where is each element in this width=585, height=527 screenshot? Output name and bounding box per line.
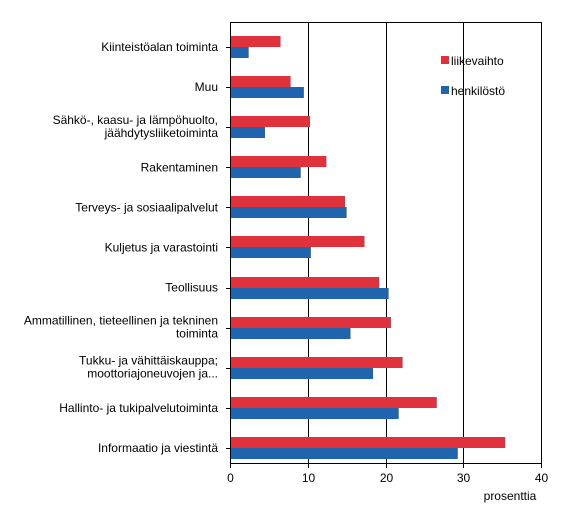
bar-liikevaihto <box>231 397 437 408</box>
bar-liikevaihto <box>231 277 380 288</box>
legend-swatch <box>441 56 449 64</box>
bar-henkilöstö <box>231 448 458 459</box>
bar-henkilöstö <box>231 87 304 98</box>
category-label: Informaatio ja viestintä <box>98 441 218 455</box>
bar-henkilöstö <box>231 247 311 258</box>
bar-liikevaihto <box>231 437 506 448</box>
bar-liikevaihto <box>231 196 346 207</box>
x-tick-label: 20 <box>380 471 394 485</box>
category-label: Muu <box>195 80 218 94</box>
category-label: Hallinto- ja tukipalvelutoiminta <box>59 401 218 415</box>
bar-henkilöstö <box>231 127 265 138</box>
bar-liikevaihto <box>231 317 391 328</box>
bar-liikevaihto <box>231 116 311 127</box>
bar-liikevaihto <box>231 357 403 368</box>
bar-henkilöstö <box>231 167 301 178</box>
bar-henkilöstö <box>231 328 351 339</box>
x-tick-label: 40 <box>535 471 549 485</box>
category-label: Kuljetus ja varastointi <box>105 240 218 254</box>
bar-henkilöstö <box>231 47 249 58</box>
x-tick-label: 30 <box>457 471 471 485</box>
category-label: Rakentaminen <box>141 160 218 174</box>
bar-henkilöstö <box>231 288 389 299</box>
x-tick-label: 10 <box>302 471 316 485</box>
x-tick-label: 0 <box>227 471 234 485</box>
bar-liikevaihto <box>231 36 281 47</box>
legend-label: henkilöstö <box>451 84 505 98</box>
bar-liikevaihto <box>231 236 365 247</box>
x-axis-title: prosenttia <box>484 489 537 503</box>
bar-henkilöstö <box>231 207 347 218</box>
legend-label: liikevaihto <box>451 54 504 68</box>
category-label: Teollisuus <box>165 281 218 295</box>
category-label: Ammatillinen, tieteellinen ja tekninen to… <box>24 314 218 341</box>
category-label: Kiinteistöalan toiminta <box>101 40 218 54</box>
category-label: Tukku- ja vähittäiskauppa; moottoriajoneu… <box>79 354 218 381</box>
bar-henkilöstö <box>231 368 374 379</box>
bar-liikevaihto <box>231 76 291 87</box>
category-labels: Kiinteistöalan toiminta Muu Sähkö-, kaasu-… <box>24 40 230 455</box>
legend: liikevaihto henkilöstö <box>441 54 505 98</box>
x-axis: 0 10 20 30 40 <box>227 463 548 485</box>
category-label: Terveys- ja sosiaalipalvelut <box>75 200 218 214</box>
bars <box>231 36 506 459</box>
bar-henkilöstö <box>231 408 399 419</box>
bar-liikevaihto <box>231 156 327 167</box>
category-label: Sähkö-, kaasu- ja lämpöhuolto, jäähdytysl… <box>53 113 219 140</box>
legend-swatch <box>441 86 449 94</box>
